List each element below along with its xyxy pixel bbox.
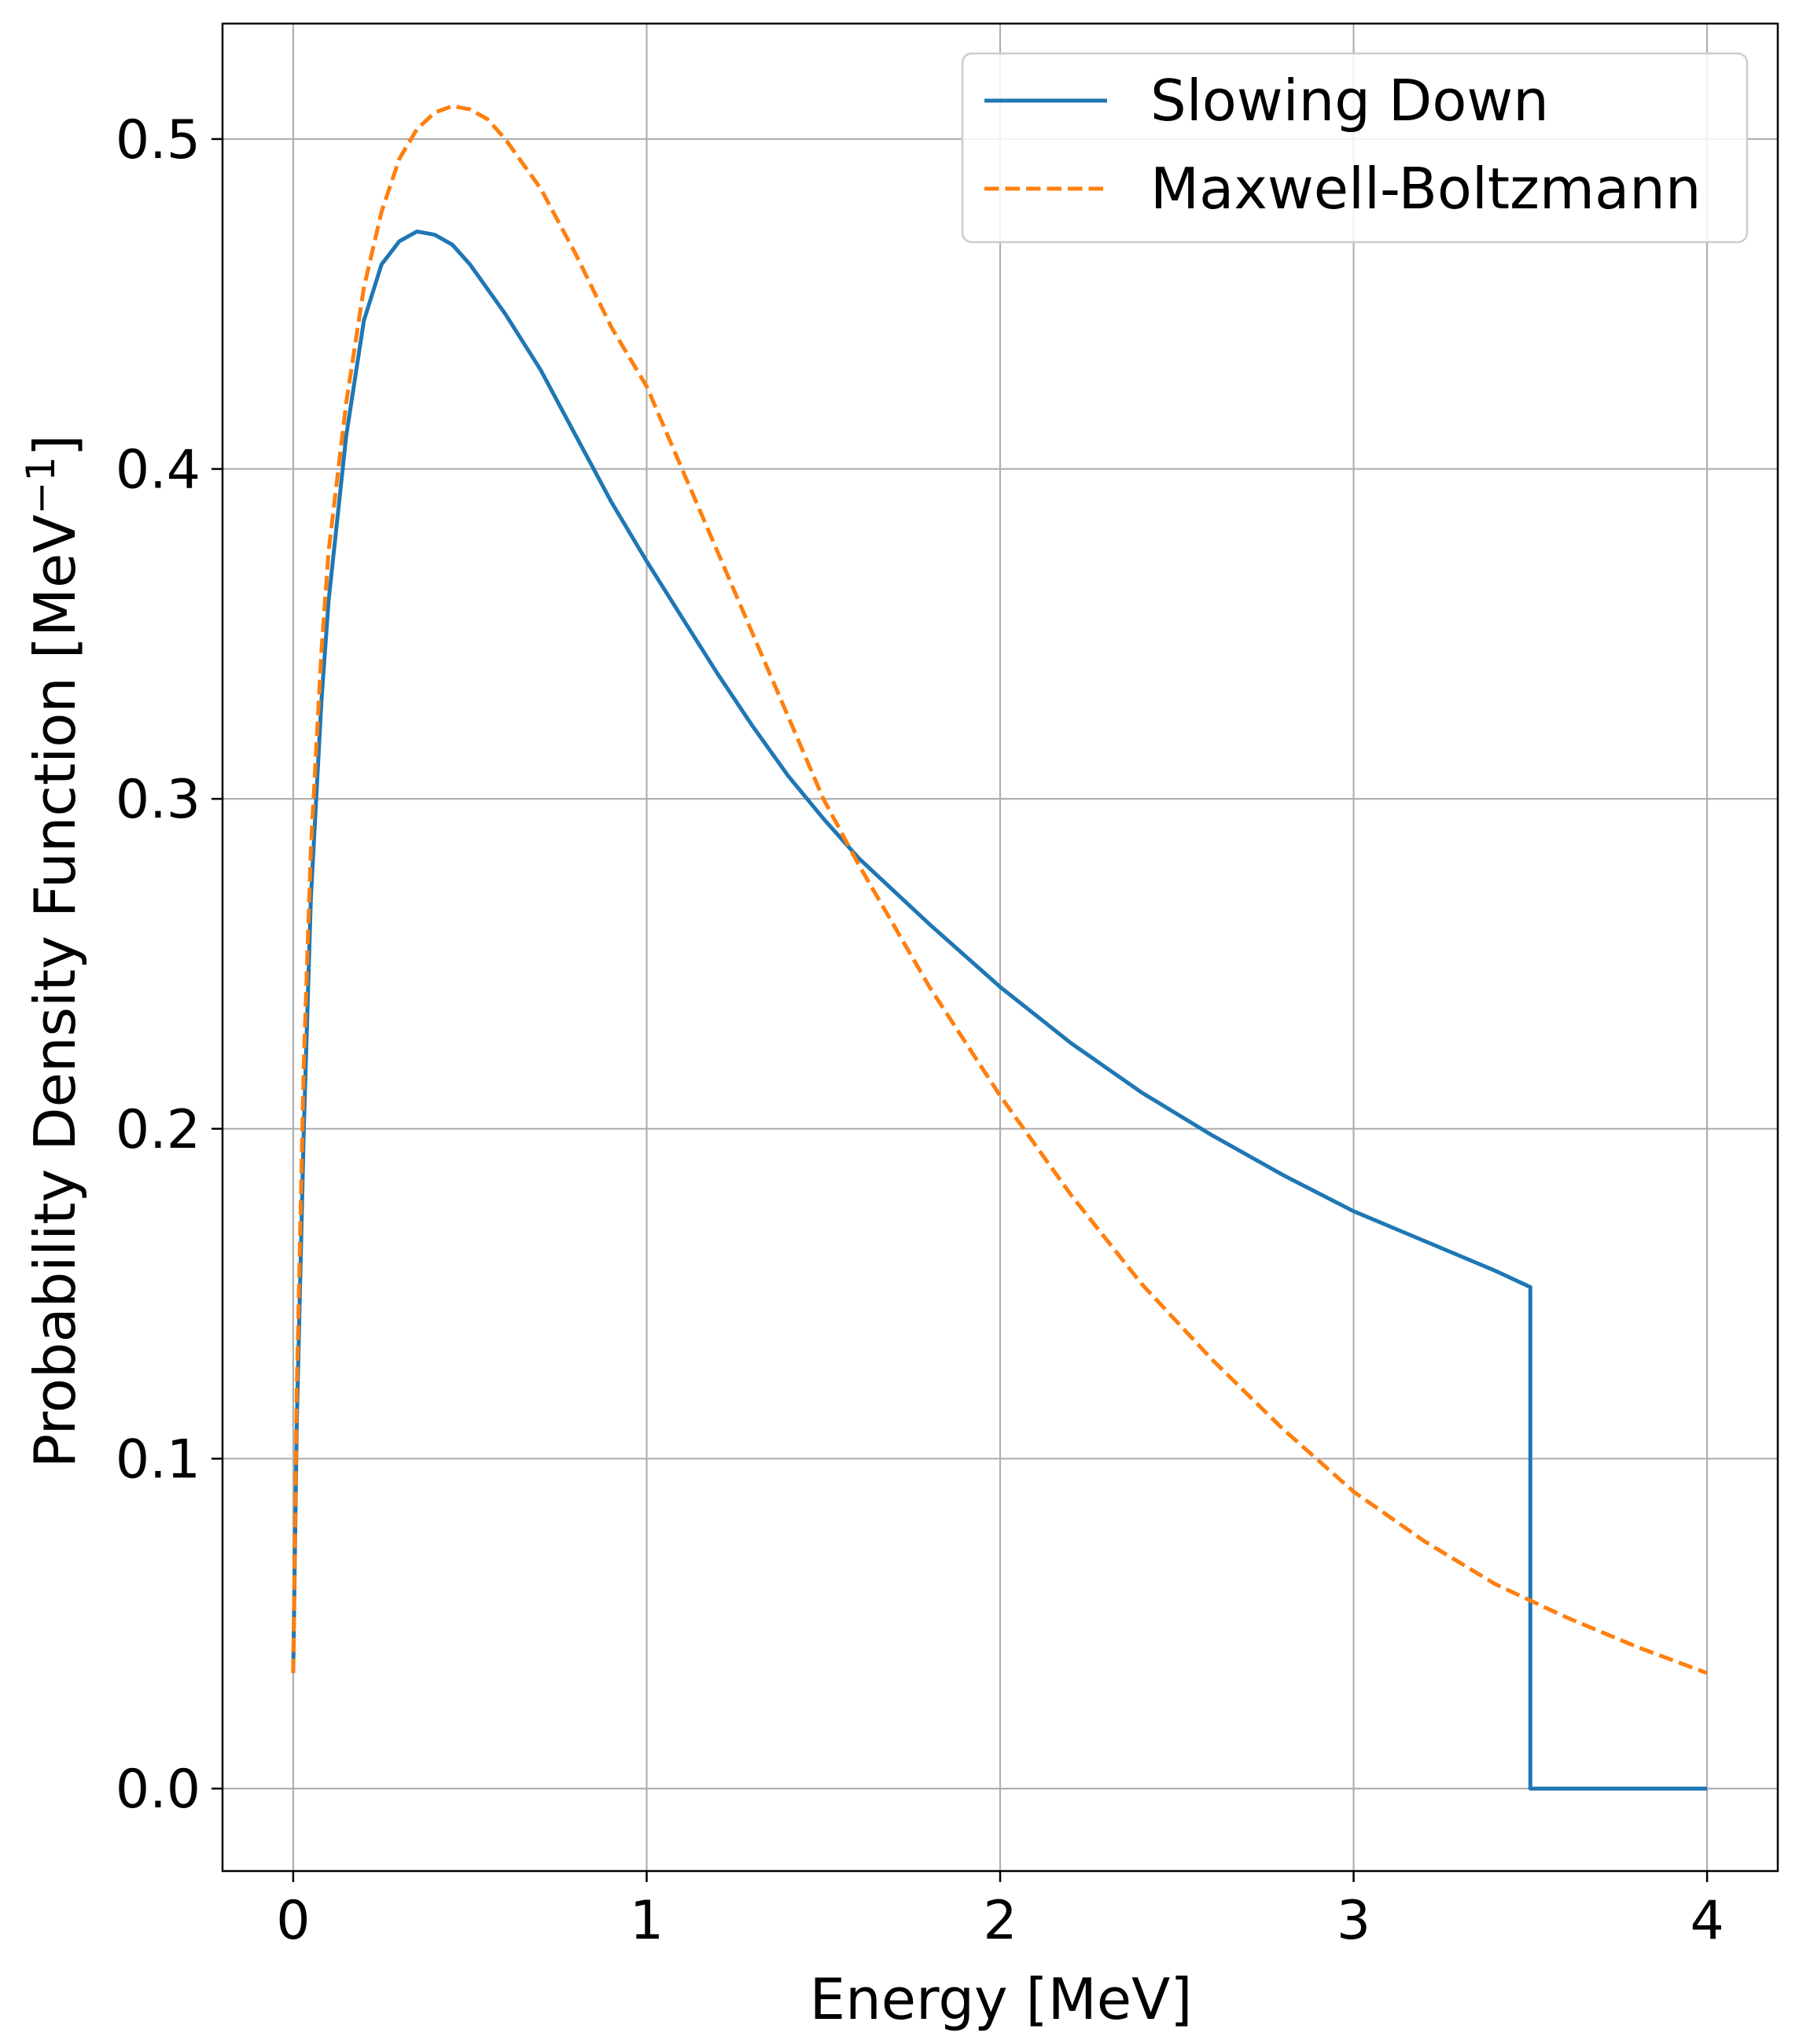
- y-axis-label: Probability Density Function [MeV−1]: [18, 435, 88, 1469]
- x-axis-ticks: 0 1 2 3 4: [276, 1871, 1724, 1952]
- y-axis-ticks: 0.0 0.1 0.2 0.3 0.4 0.5: [116, 109, 223, 1821]
- y-tick-label: 0.4: [116, 439, 201, 502]
- legend-label-maxwell-boltzmann: Maxwell-Boltzmann: [1150, 156, 1701, 222]
- x-axis-label: Energy [MeV]: [810, 1966, 1193, 2032]
- series-line-slowing-down: [291, 229, 1708, 1791]
- y-tick-label: 0.0: [116, 1759, 201, 1821]
- y-axis-label-superscript: −1: [18, 457, 64, 515]
- y-tick-label: 0.2: [116, 1099, 201, 1161]
- y-tick-label: 0.3: [116, 769, 201, 831]
- x-tick-label: 1: [630, 1890, 664, 1952]
- legend-box: [961, 52, 1749, 244]
- series-layer: [291, 104, 1708, 1791]
- y-axis-label-close: ]: [22, 435, 88, 457]
- x-tick-label: 4: [1690, 1890, 1724, 1952]
- x-tick-label: 2: [983, 1890, 1017, 1952]
- y-tick-label: 0.5: [116, 109, 201, 171]
- x-tick-label: 3: [1337, 1890, 1370, 1952]
- legend: Slowing Down Maxwell-Boltzmann: [961, 52, 1749, 244]
- x-tick-label: 0: [276, 1890, 310, 1952]
- legend-label-slowing-down: Slowing Down: [1150, 68, 1549, 134]
- y-axis-label-main: Probability Density Function [MeV: [22, 514, 88, 1468]
- y-tick-label: 0.1: [116, 1428, 201, 1491]
